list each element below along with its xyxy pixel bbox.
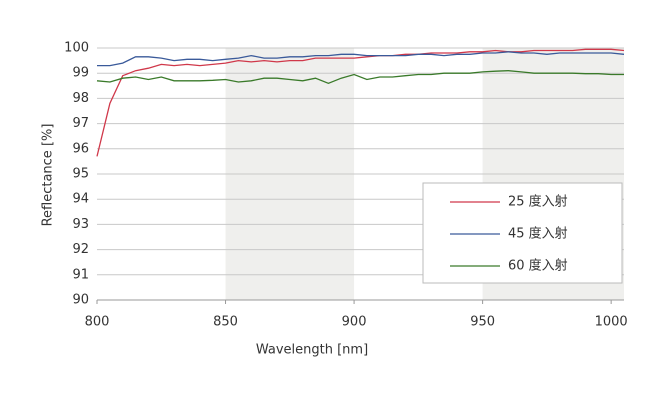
y-tick-label: 99 <box>72 66 89 81</box>
legend-label: 45 度入射 <box>508 226 568 242</box>
y-tick-label: 98 <box>72 91 89 106</box>
data-line <box>97 51 625 67</box>
y-tick-label: 93 <box>72 217 89 232</box>
y-tick-label: 97 <box>72 116 89 131</box>
x-tick-label: 850 <box>213 315 238 330</box>
x-tick-label: 800 <box>85 315 110 330</box>
data-line <box>96 70 624 84</box>
y-tick-label: 95 <box>72 167 89 182</box>
legend-label: 60 度入射 <box>508 258 568 274</box>
x-tick-label: 950 <box>470 315 495 330</box>
y-tick-label: 92 <box>72 242 89 257</box>
y-tick-label: 91 <box>72 267 89 282</box>
x-tick-label: 900 <box>342 315 367 330</box>
legend-label: 25 度入射 <box>508 194 568 210</box>
y-tick-label: 96 <box>72 141 89 156</box>
x-tick-label: 1000 <box>595 315 628 330</box>
y-axis-label: Reflectance [%] <box>41 124 56 227</box>
y-tick-label: 100 <box>64 41 89 56</box>
y-tick-label: 90 <box>72 293 89 308</box>
x-axis-label: Wavelength [nm] <box>256 343 368 358</box>
data-line <box>96 48 625 157</box>
y-tick-label: 94 <box>72 192 89 207</box>
